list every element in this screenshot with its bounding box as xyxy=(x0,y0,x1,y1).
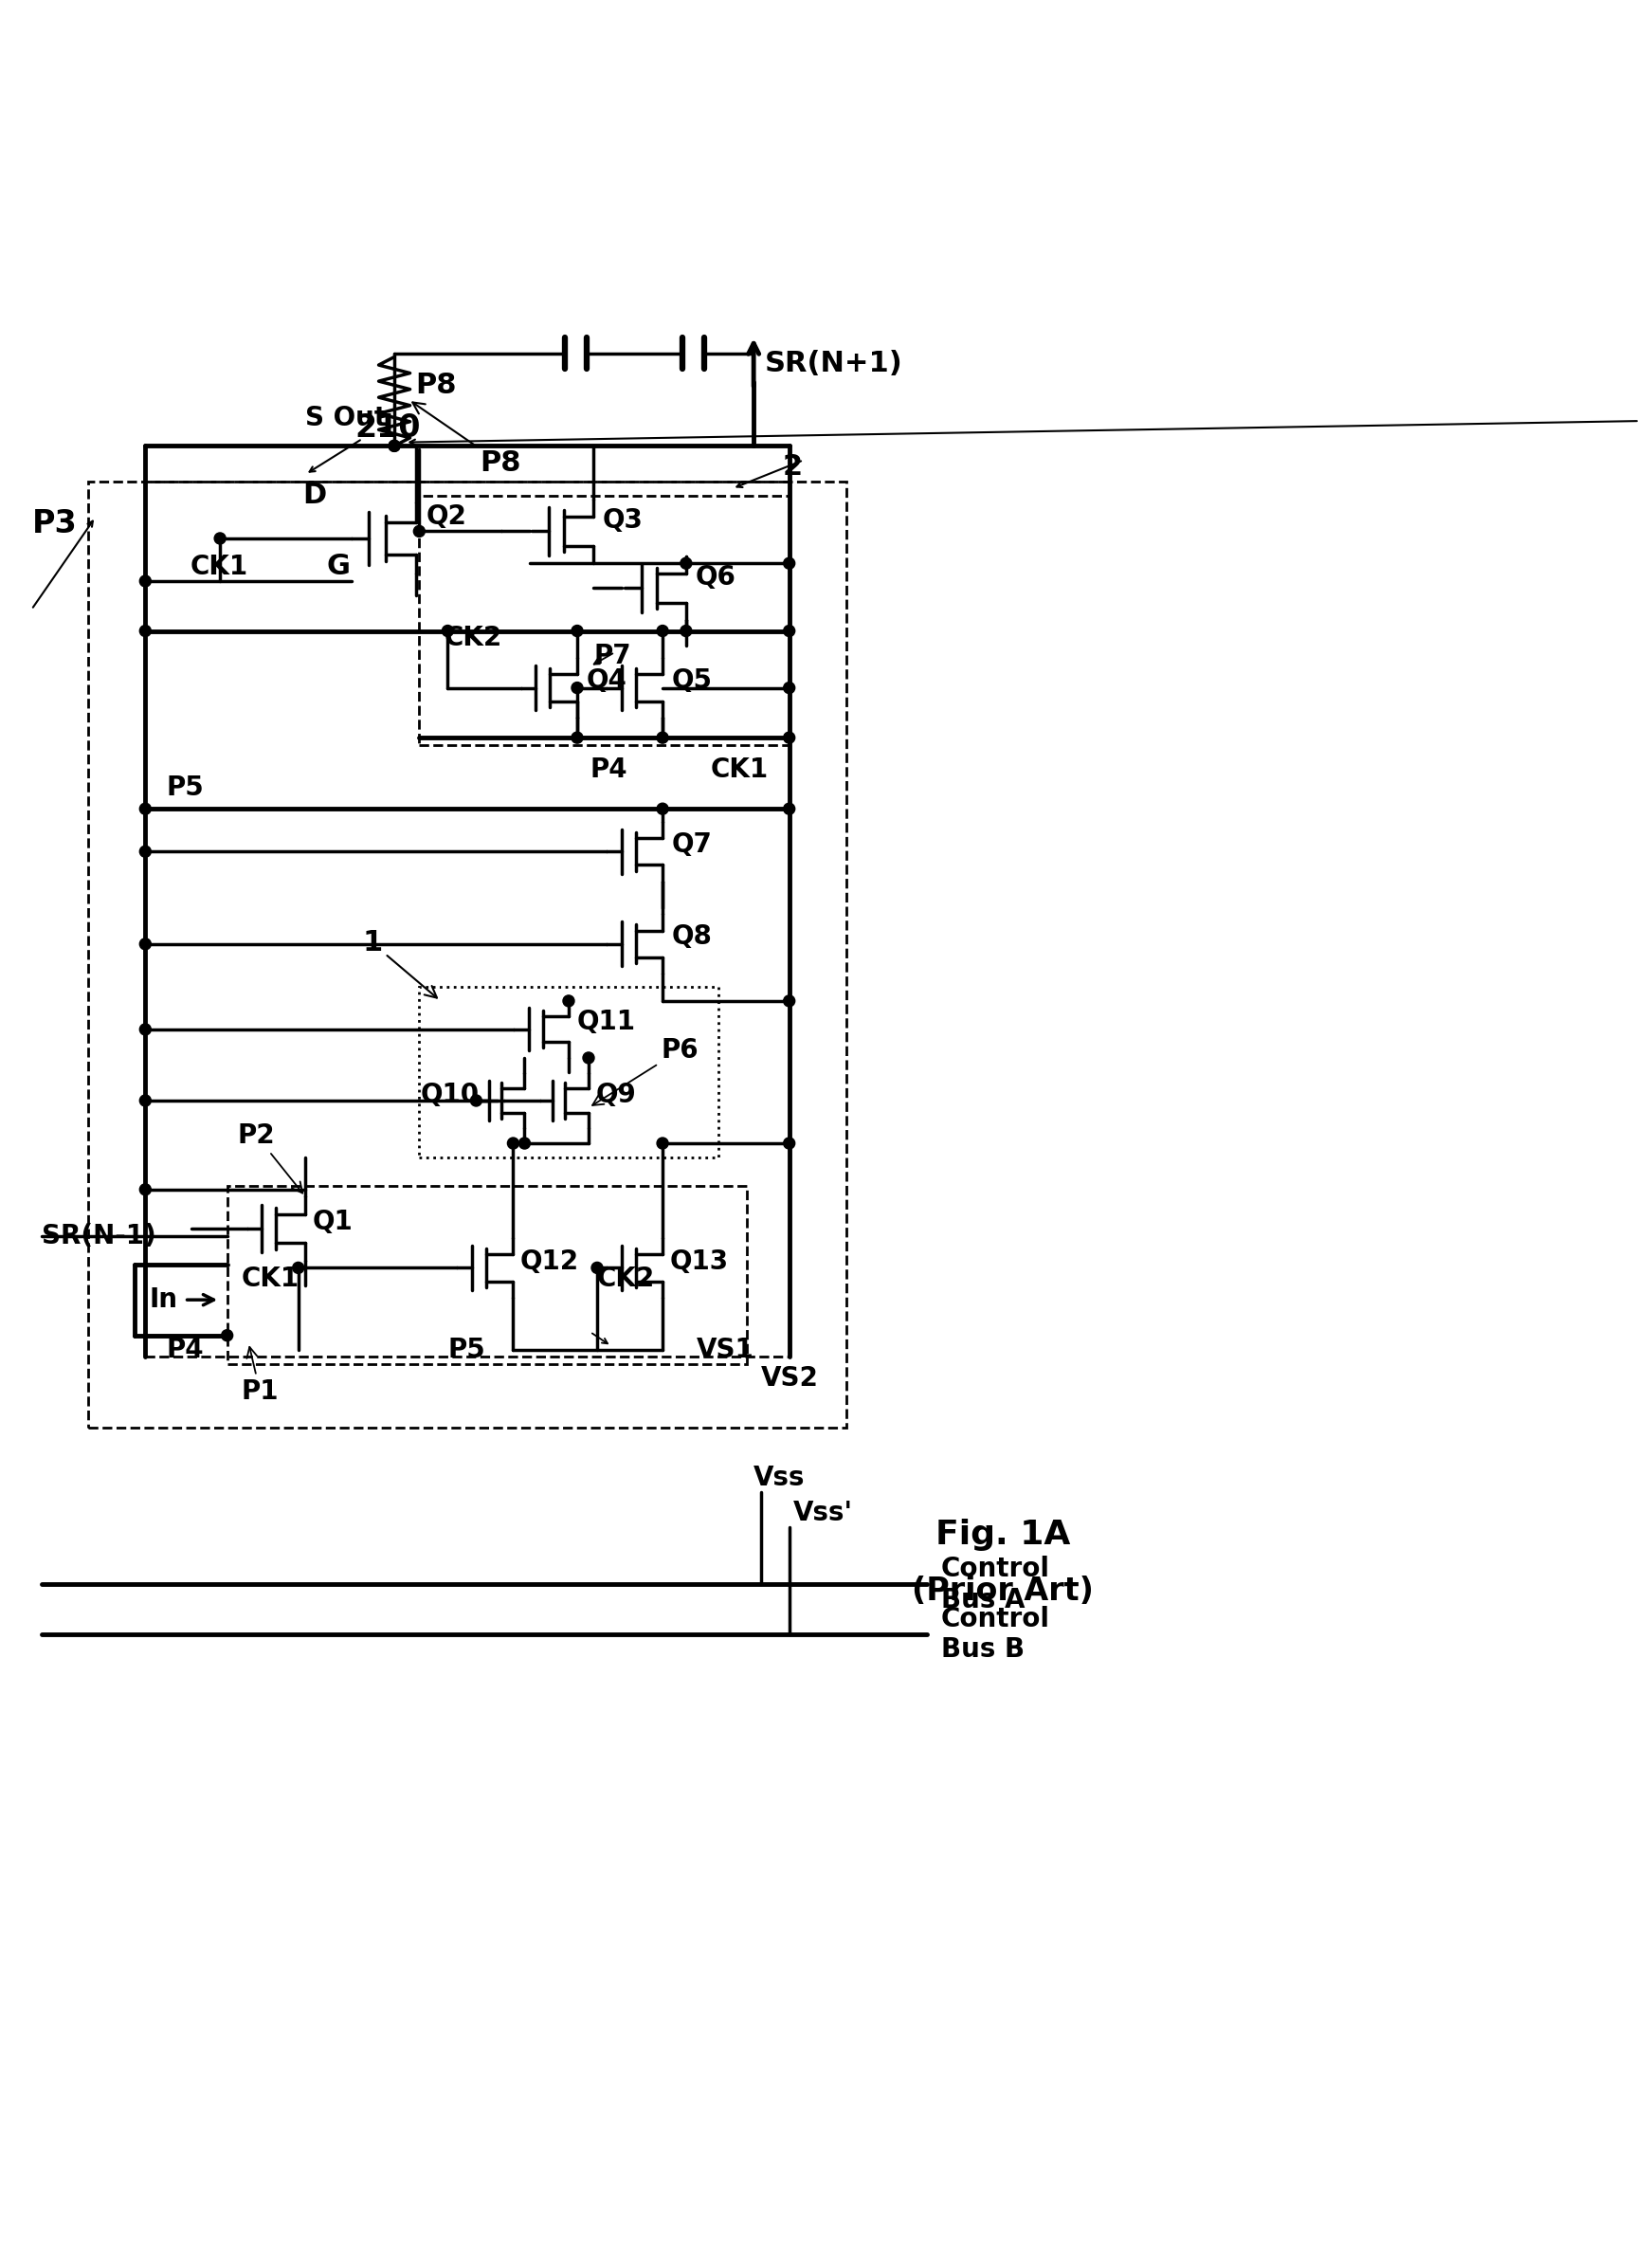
Text: SR(N+1): SR(N+1) xyxy=(765,350,902,376)
Text: Q3: Q3 xyxy=(603,506,643,533)
Circle shape xyxy=(519,1138,530,1150)
Text: P1: P1 xyxy=(241,1347,279,1405)
Text: P4: P4 xyxy=(590,757,628,782)
Circle shape xyxy=(572,681,583,692)
Text: CK1: CK1 xyxy=(190,554,248,580)
Circle shape xyxy=(140,576,150,587)
Circle shape xyxy=(140,802,150,813)
Text: P6: P6 xyxy=(593,1038,699,1105)
Circle shape xyxy=(140,1096,150,1107)
Circle shape xyxy=(221,1329,233,1340)
Circle shape xyxy=(783,995,795,1006)
Text: Q8: Q8 xyxy=(672,923,712,950)
Circle shape xyxy=(140,1183,150,1194)
Circle shape xyxy=(140,845,150,858)
Circle shape xyxy=(591,1262,603,1273)
Text: 2: 2 xyxy=(781,453,803,482)
Text: 210: 210 xyxy=(355,412,421,444)
Text: CK1: CK1 xyxy=(241,1266,299,1291)
Circle shape xyxy=(140,1024,150,1035)
Circle shape xyxy=(140,625,150,636)
Circle shape xyxy=(471,1096,482,1107)
Text: Vss: Vss xyxy=(753,1463,805,1490)
Circle shape xyxy=(507,1138,519,1150)
Circle shape xyxy=(140,939,150,950)
Text: P7: P7 xyxy=(593,643,631,670)
Circle shape xyxy=(215,533,226,545)
Circle shape xyxy=(657,733,669,744)
Circle shape xyxy=(583,1053,595,1064)
Bar xyxy=(145,482,790,1356)
Text: In: In xyxy=(149,1286,177,1313)
Text: P2: P2 xyxy=(238,1123,302,1192)
Text: CK2: CK2 xyxy=(444,625,502,652)
Circle shape xyxy=(572,625,583,636)
Text: Q5: Q5 xyxy=(672,668,712,695)
Circle shape xyxy=(783,733,795,744)
Text: Q12: Q12 xyxy=(520,1248,580,1275)
Bar xyxy=(89,482,846,1428)
Circle shape xyxy=(783,625,795,636)
Text: Control
Bus B: Control Bus B xyxy=(940,1605,1049,1663)
Text: P5: P5 xyxy=(448,1336,486,1363)
Circle shape xyxy=(388,439,400,453)
Text: Q7: Q7 xyxy=(672,831,712,858)
Circle shape xyxy=(681,558,692,569)
Text: P8: P8 xyxy=(413,403,520,477)
Circle shape xyxy=(657,625,669,636)
Text: P3: P3 xyxy=(33,509,78,540)
Text: Q11: Q11 xyxy=(577,1008,636,1035)
Text: G: G xyxy=(327,554,350,580)
Circle shape xyxy=(783,681,795,692)
Text: Q2: Q2 xyxy=(426,504,468,531)
Text: Fig. 1A: Fig. 1A xyxy=(935,1519,1070,1551)
Bar xyxy=(226,1185,747,1365)
Circle shape xyxy=(783,802,795,813)
Text: D: D xyxy=(302,482,327,509)
Circle shape xyxy=(388,439,400,453)
Text: Q9: Q9 xyxy=(596,1082,636,1107)
Text: (Prior Art): (Prior Art) xyxy=(912,1575,1094,1607)
Text: 1: 1 xyxy=(362,930,436,997)
Text: VS1: VS1 xyxy=(697,1336,755,1363)
Bar xyxy=(420,495,790,744)
Text: P4: P4 xyxy=(167,1336,205,1363)
Text: CK2: CK2 xyxy=(596,1266,656,1291)
Text: Vss': Vss' xyxy=(793,1499,852,1526)
Circle shape xyxy=(783,1138,795,1150)
Text: Q13: Q13 xyxy=(669,1248,729,1275)
Circle shape xyxy=(783,558,795,569)
Circle shape xyxy=(572,733,583,744)
Bar xyxy=(420,986,719,1159)
Text: S Out: S Out xyxy=(306,406,387,433)
Text: P5: P5 xyxy=(167,773,205,800)
Text: P8: P8 xyxy=(416,372,458,399)
Text: CK1: CK1 xyxy=(710,757,768,782)
Text: Q1: Q1 xyxy=(312,1208,354,1235)
Text: Q10: Q10 xyxy=(421,1082,479,1107)
Circle shape xyxy=(563,995,575,1006)
Text: Q4: Q4 xyxy=(586,668,628,695)
Circle shape xyxy=(657,802,669,813)
Circle shape xyxy=(413,527,425,538)
Text: VS2: VS2 xyxy=(762,1365,818,1392)
Text: Control
Bus A: Control Bus A xyxy=(940,1555,1049,1614)
Text: SR(N-1): SR(N-1) xyxy=(43,1224,157,1248)
Circle shape xyxy=(657,1138,669,1150)
Text: Q6: Q6 xyxy=(695,565,735,592)
Circle shape xyxy=(292,1262,304,1273)
Circle shape xyxy=(443,625,453,636)
Circle shape xyxy=(681,625,692,636)
